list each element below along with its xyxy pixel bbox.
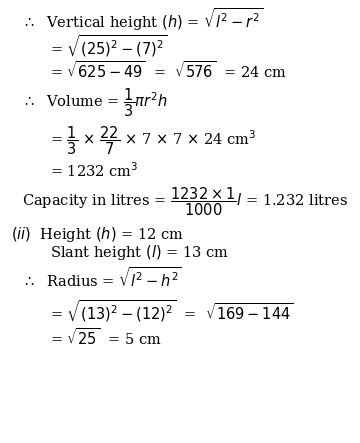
Text: = $\sqrt{(25)^2 - (7)^2}$: = $\sqrt{(25)^2 - (7)^2}$: [50, 34, 168, 59]
Text: $\therefore$  Volume = $\dfrac{1}{3}\pi r^2 h$: $\therefore$ Volume = $\dfrac{1}{3}\pi r…: [22, 86, 167, 119]
Text: = 1232 cm$^3$: = 1232 cm$^3$: [50, 161, 139, 180]
Text: = $\dfrac{1}{3}$ $\times$ $\dfrac{22}{7}$ $\times$ 7 $\times$ 7 $\times$ 24 cm$^: = $\dfrac{1}{3}$ $\times$ $\dfrac{22}{7}…: [50, 124, 257, 157]
Text: $\therefore$  Vertical height $(h)$ = $\sqrt{l^2 - r^2}$: $\therefore$ Vertical height $(h)$ = $\s…: [22, 7, 263, 33]
Text: = $\sqrt{625 - 49}$  =  $\sqrt{576}$  = 24 cm: = $\sqrt{625 - 49}$ = $\sqrt{576}$ = 24 …: [50, 60, 287, 82]
Text: $\therefore$  Radius = $\sqrt{l^2 - h^2}$: $\therefore$ Radius = $\sqrt{l^2 - h^2}$: [22, 266, 181, 290]
Text: Slant height $(l)$ = 13 cm: Slant height $(l)$ = 13 cm: [50, 243, 230, 262]
Text: = $\sqrt{25}$  = 5 cm: = $\sqrt{25}$ = 5 cm: [50, 327, 162, 348]
Text: Capacity in litres = $\dfrac{1232 \times 1}{1000}$$l$ = 1.232 litres: Capacity in litres = $\dfrac{1232 \times…: [22, 185, 348, 218]
Text: $(ii)$  Height $(h)$ = 12 cm: $(ii)$ Height $(h)$ = 12 cm: [11, 225, 184, 244]
Text: = $\sqrt{(13)^2 - (12)^2}$  =  $\sqrt{169 - 144}$: = $\sqrt{(13)^2 - (12)^2}$ = $\sqrt{169 …: [50, 298, 294, 324]
